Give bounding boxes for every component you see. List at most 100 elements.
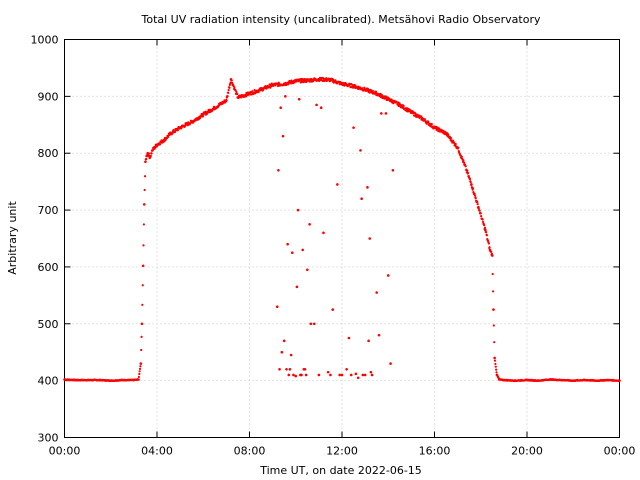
data-point [352,126,355,129]
data-point [319,106,323,110]
data-point [141,303,144,306]
data-point [138,370,141,373]
data-point [331,308,335,311]
data-point [230,79,233,82]
data-point [477,207,480,210]
data-point [466,169,469,172]
data-point [354,372,358,376]
data-point [233,86,236,89]
data-point [322,231,325,235]
data-point [491,290,495,293]
data-point [150,152,153,155]
data-point [142,223,145,226]
data-point [141,284,144,287]
y-tick-label: 300 [38,432,59,445]
data-point [141,264,145,268]
data-point [139,362,143,365]
data-point [224,100,228,103]
data-point [476,200,479,204]
data-point [293,81,296,84]
data-point [495,368,498,371]
data-point [361,373,365,377]
data-point [158,143,162,146]
data-point [389,362,392,365]
x-tick-label: 00:00 [49,445,81,458]
data-point [478,209,481,212]
y-tick-label: 400 [38,375,59,388]
data-point [137,378,140,381]
data-point [145,155,149,158]
data-point [391,168,395,172]
data-point [481,218,484,221]
data-point [466,171,470,175]
data-point [469,181,472,184]
data-point [423,118,426,121]
data-point [483,226,487,229]
data-point [485,234,489,237]
data-point [284,81,287,85]
data-point [279,106,283,110]
data-point [284,95,287,98]
data-point [277,168,280,172]
data-point [236,92,239,96]
data-point [145,157,148,161]
data-point [427,120,430,124]
data-point [137,375,140,379]
data-point [468,178,472,181]
data-point [384,112,388,115]
x-tick-label: 08:00 [234,445,266,458]
grid [64,39,620,438]
data-point [402,104,405,108]
data-point [491,272,494,276]
data-point [425,122,428,125]
x-tick-label: 20:00 [511,445,543,458]
data-point [493,341,496,344]
data-point [457,146,460,149]
data-point [494,365,497,368]
data-point [286,242,289,246]
data-point [306,268,309,272]
data-point [287,373,291,377]
data-point [463,161,466,164]
data-point [305,80,308,83]
data-point [369,370,373,374]
data-point [142,244,145,247]
data-point [187,121,190,124]
data-point [228,86,231,89]
data-point [326,370,330,374]
data-point [377,333,381,337]
data-point [304,373,308,377]
data-point [149,154,152,158]
data-point [259,89,262,92]
data-point [294,374,298,378]
data-point [361,87,364,90]
data-point [148,157,151,160]
data-point [295,285,299,289]
data-point [143,188,146,192]
data-point [618,379,621,382]
data-point [227,88,230,92]
data-point [492,324,495,327]
data-point [168,133,171,136]
data-point [269,85,273,88]
plot-frame [64,39,620,438]
data-point [297,97,301,101]
data-point [151,149,154,152]
data-point [374,90,378,93]
data-point [301,248,304,252]
data-point [275,305,279,309]
x-tick-label: 12:00 [326,445,358,458]
data-point [490,250,493,253]
data-point [462,159,465,162]
y-tick-label: 700 [38,204,59,217]
data-point [315,103,318,107]
data-point [317,373,321,377]
data-point [370,373,374,377]
data-point [481,220,485,224]
data-point [143,175,147,178]
data-point [147,152,151,155]
data-point [289,353,293,357]
data-point [349,373,353,377]
data-point [485,231,488,234]
